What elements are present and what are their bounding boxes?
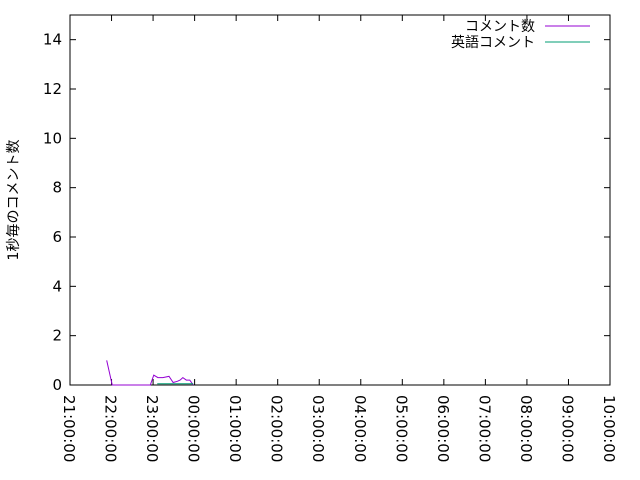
y-tick-label: 4 xyxy=(52,277,62,295)
x-tick-label: 06:00:00 xyxy=(434,395,452,462)
x-tick-label: 21:00:00 xyxy=(60,395,78,462)
y-tick-label: 0 xyxy=(52,376,62,394)
x-tick-label: 02:00:00 xyxy=(268,395,286,462)
y-tick-label: 2 xyxy=(52,327,62,345)
x-tick-label: 07:00:00 xyxy=(475,395,493,462)
series-line-0 xyxy=(106,360,194,386)
y-tick-label: 10 xyxy=(43,129,62,147)
plot-border xyxy=(69,14,611,386)
y-tick-label: 14 xyxy=(43,31,62,49)
y-tick-label: 8 xyxy=(52,179,62,197)
x-tick-label: 01:00:00 xyxy=(226,395,244,462)
x-tick-label: 05:00:00 xyxy=(392,395,410,462)
y-tick-label: 12 xyxy=(43,80,62,98)
x-tick-label: 22:00:00 xyxy=(102,395,120,462)
x-tick-label: 04:00:00 xyxy=(351,395,369,462)
y-axis-label: 1秒毎のコメント数 xyxy=(6,140,22,261)
x-tick-label: 08:00:00 xyxy=(517,395,535,462)
x-tick-label: 00:00:00 xyxy=(185,395,203,462)
legend-label: コメント数 xyxy=(465,19,535,35)
x-tick-label: 03:00:00 xyxy=(309,395,327,462)
legend-label: 英語コメント xyxy=(451,34,535,51)
y-tick-label: 6 xyxy=(52,228,62,246)
x-tick-label: 23:00:00 xyxy=(143,395,161,462)
x-tick-label: 09:00:00 xyxy=(558,395,576,462)
x-tick-label: 10:00:00 xyxy=(600,395,618,462)
